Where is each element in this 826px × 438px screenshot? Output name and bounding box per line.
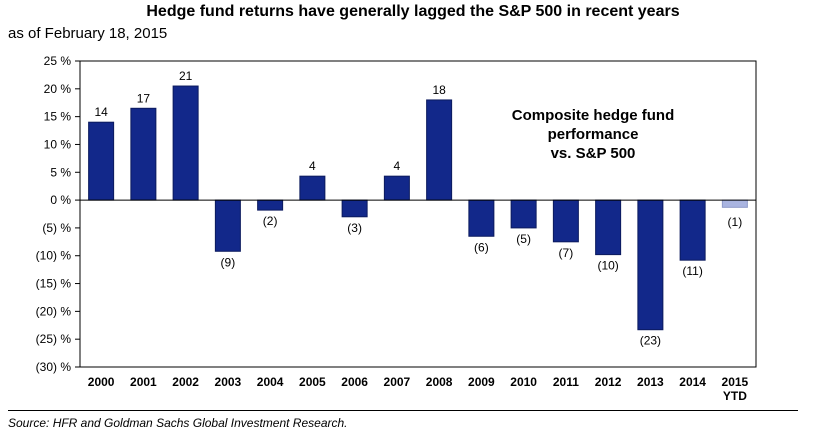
x-tick-label-2012: 2012 (595, 375, 622, 389)
data-label-2008: 18 (432, 83, 446, 97)
y-tick-label: (30) % (36, 360, 72, 374)
y-tick-label: 0 % (50, 193, 71, 207)
bar-2000 (88, 121, 115, 201)
y-tick-label: 10 % (44, 137, 72, 151)
bar-2003 (214, 199, 241, 252)
data-label-2015: (1) (728, 215, 743, 229)
data-label-2014: (11) (682, 264, 702, 278)
x-tick-sublabel: YTD (723, 389, 747, 403)
x-tick-label-2010: 2010 (510, 375, 537, 389)
bar-2009 (468, 199, 495, 237)
y-tick-label: (20) % (36, 304, 72, 318)
data-label-2013: (23) (640, 334, 661, 348)
x-tick-label-2008: 2008 (426, 375, 453, 389)
bar-2006 (341, 199, 368, 218)
bar-2015 (721, 199, 748, 208)
data-label-2011: (7) (559, 246, 574, 260)
x-tick-label-2007: 2007 (384, 375, 411, 389)
bar-chart: 25 % 20 % 15 % 10 % 5 % 0 % (5) % (10) % (15) % (… (36, 54, 757, 403)
data-label-2007: 4 (394, 159, 401, 173)
y-tick-label: (10) % (36, 249, 72, 263)
bar-2002 (172, 85, 199, 201)
annotation-line-2: performance (548, 126, 639, 143)
data-label-2006: (3) (347, 221, 362, 235)
bar-2001 (130, 107, 157, 201)
x-tick-label-2009: 2009 (468, 375, 495, 389)
y-tick-label: 15 % (44, 110, 72, 124)
data-label-2010: (5) (516, 232, 531, 246)
chart-title: Hedge fund returns have generally lagged… (146, 3, 680, 20)
bar-2008 (426, 99, 453, 201)
x-tick-label-2001: 2001 (130, 375, 157, 389)
y-tick-label: (15) % (36, 277, 72, 291)
footer-divider (8, 410, 798, 411)
x-tick-label-2000: 2000 (88, 375, 115, 389)
bar-2004 (257, 199, 284, 211)
y-tick-label: (5) % (42, 221, 71, 235)
source-note: Source: HFR and Goldman Sachs Global Inv… (8, 416, 348, 430)
bar-2011 (552, 199, 579, 243)
bar-2007 (383, 175, 410, 201)
x-tick-label-2006: 2006 (341, 375, 368, 389)
data-label-2002: 21 (179, 69, 193, 83)
chart-subtitle: as of February 18, 2015 (8, 25, 168, 42)
y-tick-label: 25 % (44, 54, 72, 68)
x-tick-label-2013: 2013 (637, 375, 664, 389)
x-tick-label-2005: 2005 (299, 375, 326, 389)
annotation-line-3: vs. S&P 500 (551, 145, 636, 162)
data-label-2004: (2) (263, 214, 278, 228)
x-tick-label-2015: 2015 (722, 375, 749, 389)
x-tick-label-2003: 2003 (215, 375, 242, 389)
data-label-2012: (10) (597, 259, 618, 273)
y-tick-label: 20 % (44, 82, 72, 96)
data-label-2009: (6) (474, 240, 489, 254)
annotation-line-1: Composite hedge fund (512, 107, 675, 124)
bar-2014 (679, 199, 706, 261)
x-tick-label-2014: 2014 (679, 375, 706, 389)
x-tick-label-2011: 2011 (553, 375, 579, 389)
y-tick-label: 5 % (50, 165, 71, 179)
bar-2013 (637, 199, 664, 331)
x-tick-label-2002: 2002 (172, 375, 199, 389)
data-label-2003: (9) (221, 255, 236, 269)
data-label-2005: 4 (309, 159, 316, 173)
data-label-2000: 14 (94, 105, 108, 119)
bar-2005 (299, 175, 326, 201)
data-label-2001: 17 (137, 91, 151, 105)
x-tick-label-2004: 2004 (257, 375, 284, 389)
bar-2012 (595, 199, 622, 256)
bar-2010 (510, 199, 537, 229)
y-tick-label: (25) % (36, 332, 72, 346)
